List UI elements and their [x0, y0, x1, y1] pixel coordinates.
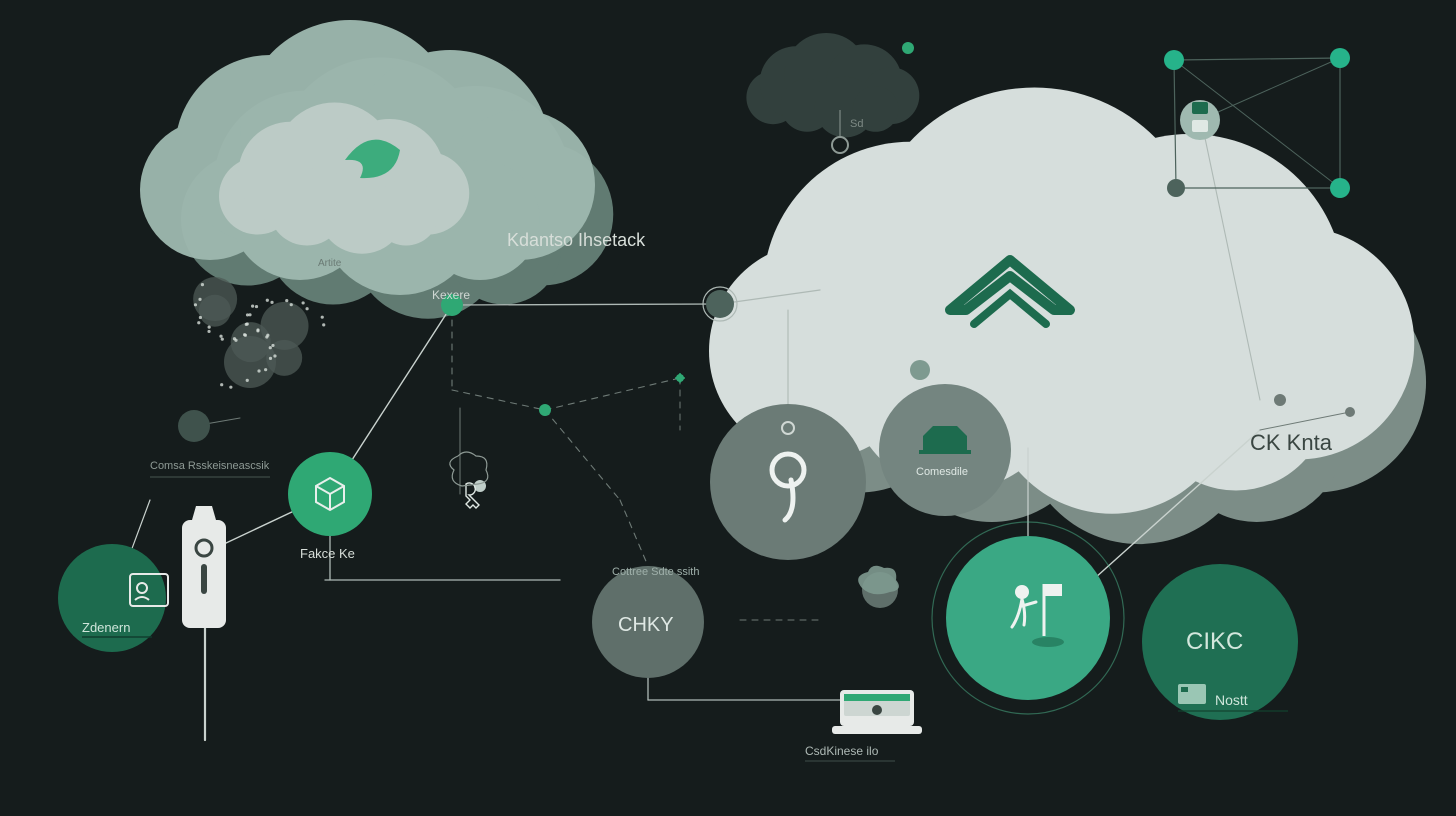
node-flag_node: [946, 536, 1110, 700]
node-cikc_node: [1142, 564, 1298, 720]
node-tiny_circ: [178, 410, 210, 442]
node-sml_bubble2: [910, 360, 930, 380]
node-q_node: [710, 404, 866, 560]
node-net_a: [1164, 50, 1184, 70]
node-g_dot1: [539, 404, 551, 416]
diagram-canvas: [0, 0, 1456, 816]
node-kexere_dot: [441, 294, 463, 316]
node-zdenern_node: [58, 544, 166, 652]
node-chky_node: [592, 566, 704, 678]
node-right_knob: [1274, 394, 1286, 406]
node-mid_dot: [706, 290, 734, 318]
node-net_b: [1330, 48, 1350, 68]
node-net_d: [1167, 179, 1185, 197]
node-right_knob2: [1345, 407, 1355, 417]
node-net_c: [1330, 178, 1350, 198]
building-icon: [923, 426, 967, 450]
